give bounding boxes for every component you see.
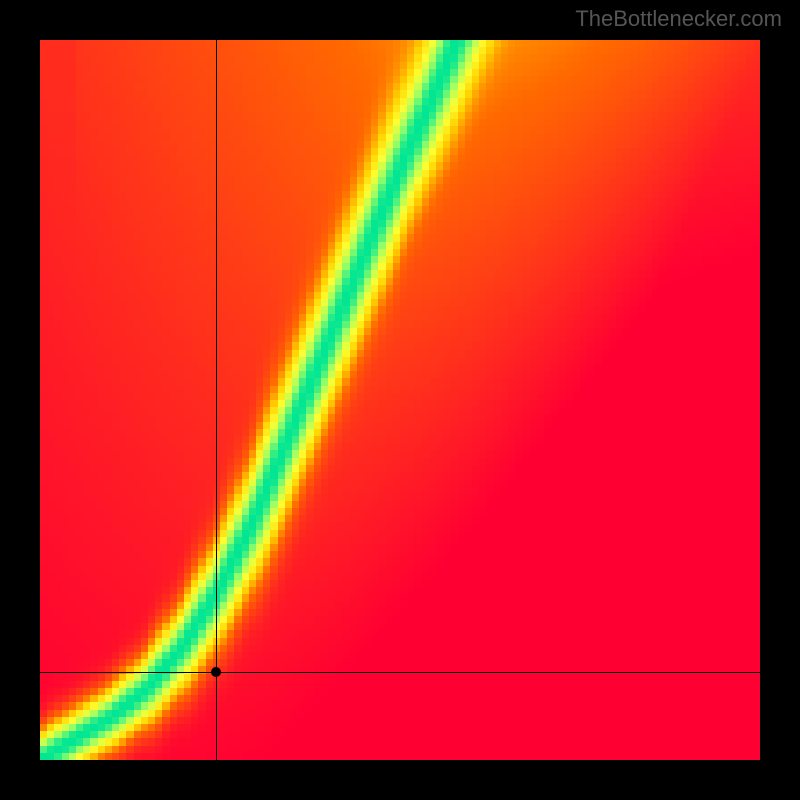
watermark-text: TheBottlenecker.com [575, 6, 782, 32]
crosshair-horizontal [40, 672, 760, 673]
plot-area [40, 40, 760, 760]
figure-container: TheBottlenecker.com [0, 0, 800, 800]
crosshair-vertical [216, 40, 217, 760]
heatmap-canvas [40, 40, 760, 760]
crosshair-marker [211, 667, 221, 677]
